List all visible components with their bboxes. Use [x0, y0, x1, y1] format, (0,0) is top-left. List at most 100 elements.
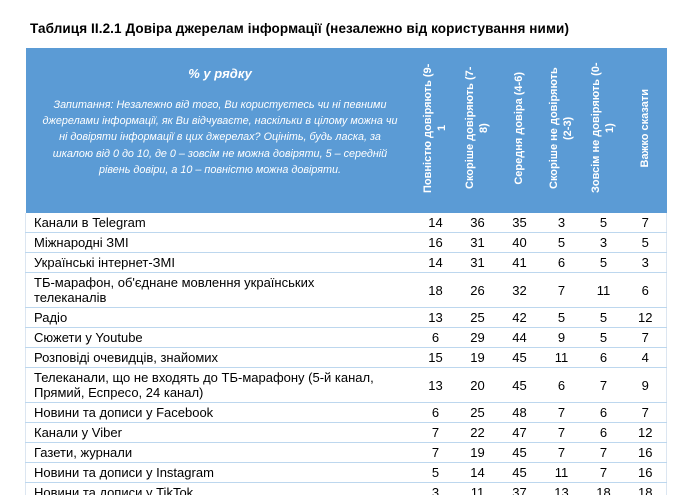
table-body: Канали в Telegram 14 36 35 3 5 7 Міжнародні ЗМІ… [25, 213, 667, 495]
cell-value: 47 [498, 422, 541, 443]
column-header-3: Середня довіра (4-6) [498, 48, 541, 213]
cell-value: 6 [582, 422, 625, 443]
cell-value: 15 [414, 347, 457, 368]
cell-value: 42 [498, 307, 541, 328]
row-label: ТБ-марафон, об'єднане мовлення українськ… [25, 272, 415, 308]
row-label: Українські інтернет-ЗМІ [25, 252, 415, 273]
cell-value: 7 [414, 442, 457, 463]
column-header-5: Зовсім не довіряють (0-1) [582, 48, 625, 213]
header-row: % у рядку Запитання: Незалежно від того,… [25, 48, 667, 213]
cell-value: 44 [498, 327, 541, 348]
cell-value: 7 [582, 442, 625, 463]
cell-value: 25 [456, 307, 499, 328]
cell-value: 6 [540, 252, 583, 273]
table-row: Новини та дописи у TikTok 3 11 37 13 18 18 [25, 482, 667, 495]
cell-value: 19 [456, 442, 499, 463]
cell-value: 48 [498, 402, 541, 423]
cell-value: 7 [582, 367, 625, 403]
trust-sources-table: % у рядку Запитання: Незалежно від того,… [25, 48, 667, 495]
cell-value: 12 [624, 422, 667, 443]
table-row: Газети, журнали 7 19 45 7 7 16 [25, 442, 667, 463]
table-row: Новини та дописи у Instagram 5 14 45 11 7 16 [25, 462, 667, 483]
cell-value: 13 [414, 307, 457, 328]
cell-value: 11 [456, 482, 499, 495]
row-label: Радіо [25, 307, 415, 328]
percent-in-row-label: % у рядку [188, 66, 252, 81]
cell-value: 16 [624, 442, 667, 463]
cell-value: 45 [498, 347, 541, 368]
column-header-label: Важко сказати [638, 88, 651, 168]
cell-value: 11 [540, 462, 583, 483]
cell-value: 16 [414, 232, 457, 253]
cell-value: 7 [540, 442, 583, 463]
cell-value: 19 [456, 347, 499, 368]
page-title: Таблиця II.2.1 Довіра джерелам інформаці… [30, 21, 570, 36]
row-label: Сюжети у Youtube [25, 327, 415, 348]
row-label: Канали в Telegram [25, 213, 415, 233]
column-header-label: Скоріше довіряють (7-8) [463, 66, 490, 190]
row-label: Канали у Viber [25, 422, 415, 443]
cell-value: 5 [624, 232, 667, 253]
cell-value: 5 [540, 232, 583, 253]
cell-value: 18 [582, 482, 625, 495]
table-row: Радіо 13 25 42 5 5 12 [25, 307, 667, 328]
cell-value: 29 [456, 327, 499, 348]
column-header-label: Скоріше не довіряють (2-3) [547, 67, 574, 189]
cell-value: 5 [582, 252, 625, 273]
cell-value: 7 [540, 402, 583, 423]
cell-value: 3 [414, 482, 457, 495]
cell-value: 6 [414, 327, 457, 348]
table-row: Сюжети у Youtube 6 29 44 9 5 7 [25, 327, 667, 348]
cell-value: 25 [456, 402, 499, 423]
table-row: Канали у Viber 7 22 47 7 6 12 [25, 422, 667, 443]
cell-value: 45 [498, 367, 541, 403]
cell-value: 5 [582, 307, 625, 328]
table-row: Українські інтернет-ЗМІ 14 31 41 6 5 3 [25, 252, 667, 273]
cell-value: 20 [456, 367, 499, 403]
column-header-label: Повністю довіряють (9-1 [421, 63, 448, 193]
cell-value: 37 [498, 482, 541, 495]
cell-value: 14 [456, 462, 499, 483]
table-row: Новини та дописи у Facebook 6 25 48 7 6 7 [25, 402, 667, 423]
cell-value: 7 [540, 272, 583, 308]
cell-value: 18 [414, 272, 457, 308]
row-label: Міжнародні ЗМІ [25, 232, 415, 253]
row-label: Новини та дописи у Facebook [25, 402, 415, 423]
cell-value: 7 [414, 422, 457, 443]
cell-value: 7 [624, 213, 667, 233]
column-header-1: Повністю довіряють (9-1 [414, 48, 457, 213]
cell-value: 11 [582, 272, 625, 308]
cell-value: 5 [414, 462, 457, 483]
cell-value: 41 [498, 252, 541, 273]
cell-value: 14 [414, 213, 457, 233]
column-header-2: Скоріше довіряють (7-8) [456, 48, 499, 213]
cell-value: 18 [624, 482, 667, 495]
cell-value: 35 [498, 213, 541, 233]
cell-value: 14 [414, 252, 457, 273]
cell-value: 3 [540, 213, 583, 233]
survey-question-text: Запитання: Незалежно від того, Ви корист… [42, 99, 398, 176]
cell-value: 26 [456, 272, 499, 308]
cell-value: 13 [414, 367, 457, 403]
table-row: Розповіді очевидців, знайомих 15 19 45 11 6 4 [25, 347, 667, 368]
cell-value: 3 [624, 252, 667, 273]
cell-value: 31 [456, 232, 499, 253]
cell-value: 6 [540, 367, 583, 403]
row-label: Розповіді очевидців, знайомих [25, 347, 415, 368]
row-label: Газети, журнали [25, 442, 415, 463]
cell-value: 5 [540, 307, 583, 328]
cell-value: 7 [624, 402, 667, 423]
cell-value: 40 [498, 232, 541, 253]
row-label: Новини та дописи у Instagram [25, 462, 415, 483]
cell-value: 7 [540, 422, 583, 443]
table-row: Міжнародні ЗМІ 16 31 40 5 3 5 [25, 232, 667, 253]
cell-value: 7 [624, 327, 667, 348]
table-row: Канали в Telegram 14 36 35 3 5 7 [25, 213, 667, 233]
cell-value: 9 [624, 367, 667, 403]
cell-value: 6 [582, 347, 625, 368]
cell-value: 36 [456, 213, 499, 233]
cell-value: 31 [456, 252, 499, 273]
column-header-4: Скоріше не довіряють (2-3) [540, 48, 583, 213]
cell-value: 16 [624, 462, 667, 483]
question-cell: % у рядку Запитання: Незалежно від того,… [25, 48, 415, 213]
